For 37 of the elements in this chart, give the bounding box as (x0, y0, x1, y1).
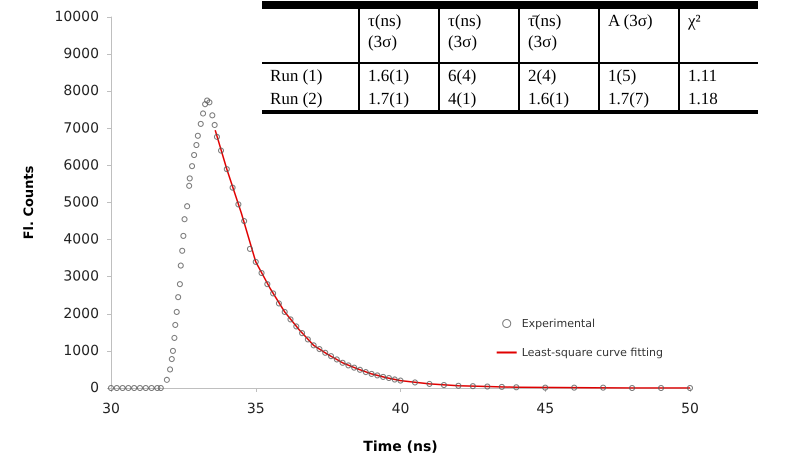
annotation: 1.18 (679, 87, 758, 110)
y-tick-label: 9000 (63, 46, 99, 62)
y-axis-title: Fl. Counts (22, 165, 37, 240)
annotation: 6(4) (439, 63, 519, 87)
legend-label: Least-square curve fitting (522, 346, 664, 359)
x-tick-label: 40 (392, 401, 410, 417)
y-tick-label: 10000 (54, 9, 99, 25)
y-tick-label: 4000 (63, 232, 99, 248)
y-tick-label: 6000 (63, 157, 99, 174)
y-tick-label: 7000 (63, 120, 99, 136)
annotation: A (3σ) (599, 8, 679, 63)
annotation: 1(5) (599, 63, 679, 87)
y-tick-label: 2000 (63, 306, 99, 322)
y-tick-label: 0 (90, 380, 99, 396)
x-tick-label: 30 (102, 401, 120, 417)
y-tick-label: 8000 (63, 83, 99, 100)
y-tick-label: 5000 (63, 194, 99, 210)
annotation: 1.7(7) (599, 87, 679, 110)
annotation: 1.11 (679, 63, 758, 87)
annotation: 1.6(1) (359, 63, 439, 87)
annotation: 1.7(1) (359, 87, 439, 110)
annotation: τ(ns) (3σ) (439, 8, 519, 63)
annotation: 2(4) (519, 63, 599, 87)
y-tick-label: 1000 (63, 342, 99, 359)
annotation: Run (1) (269, 65, 324, 87)
annotation: 4(1) (439, 87, 519, 110)
annotation: 1.6(1) (519, 87, 599, 110)
x-axis-title: Time (ns) (363, 439, 438, 455)
legend-label: Experimental (522, 317, 596, 330)
annotation: τ(ns) (3σ) (359, 8, 439, 63)
x-tick-label: 50 (681, 401, 699, 417)
annotation: τ̄(ns) (3σ) (519, 8, 599, 63)
x-tick-label: 45 (536, 401, 554, 417)
x-tick-label: 35 (246, 401, 265, 417)
annotation: χ² (679, 8, 758, 63)
annotation: Run (2) (269, 88, 324, 110)
y-tick-label: 3000 (63, 268, 99, 285)
